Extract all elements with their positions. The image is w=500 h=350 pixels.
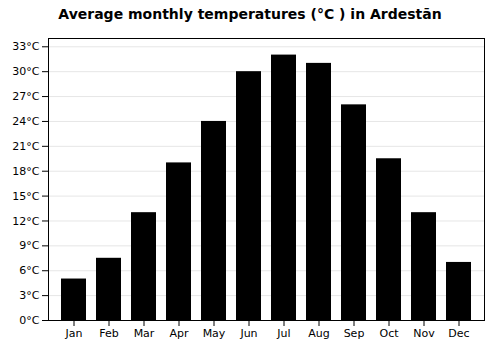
- svg-text:Sep: Sep: [344, 327, 365, 340]
- svg-text:27°C: 27°C: [12, 90, 39, 103]
- svg-text:Apr: Apr: [169, 327, 189, 340]
- svg-text:Dec: Dec: [448, 327, 469, 340]
- html-text:Average monthly temperatures (: Average monthly temperatures (°C ) in Ar…: [58, 6, 442, 22]
- svg-text:Mar: Mar: [134, 327, 155, 340]
- svg-text:9°C: 9°C: [19, 239, 39, 252]
- svg-text:May: May: [203, 327, 226, 340]
- svg-text:Jan: Jan: [65, 327, 83, 340]
- svg-text:Feb: Feb: [99, 327, 118, 340]
- svg-text:30°C: 30°C: [12, 65, 39, 78]
- svg-text:0°C: 0°C: [19, 314, 39, 327]
- svg-text:Jul: Jul: [276, 327, 290, 340]
- svg-text:15°C: 15°C: [12, 190, 39, 203]
- svg-text:33°C: 33°C: [12, 40, 39, 53]
- svg-text:21°C: 21°C: [12, 140, 39, 153]
- svg-text:6°C: 6°C: [19, 264, 39, 277]
- svg-text:Aug: Aug: [308, 327, 329, 340]
- svg-text:3°C: 3°C: [19, 289, 39, 302]
- svg-text:18°C: 18°C: [12, 165, 39, 178]
- svg-text:Nov: Nov: [413, 327, 435, 340]
- svg-text:Oct: Oct: [379, 327, 399, 340]
- svg-text:Jun: Jun: [239, 327, 257, 340]
- svg-text:24°C: 24°C: [12, 115, 39, 128]
- svg-text:12°C: 12°C: [12, 214, 39, 227]
